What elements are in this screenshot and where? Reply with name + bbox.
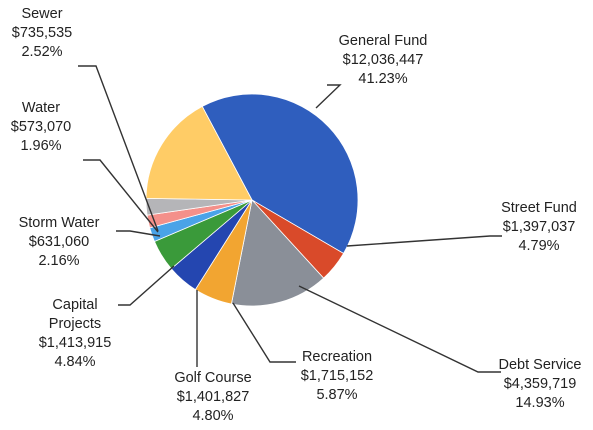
label-capital-projects-percent: 4.84% xyxy=(54,354,96,370)
label-debt-service-name: Debt Service xyxy=(498,357,582,373)
pie-slice-general-fund xyxy=(201,93,359,254)
label-sewer-percent: 2.52% xyxy=(21,44,63,60)
pie-slice-unlabeled xyxy=(145,105,253,201)
leader-line-water xyxy=(83,159,159,233)
leader-line-sewer xyxy=(78,65,159,232)
leader-line-debt-service xyxy=(298,285,501,373)
label-recreation-percent: 5.87% xyxy=(316,387,358,403)
label-debt-service-amount: $4,359,719 xyxy=(503,376,577,392)
label-water-name: Water xyxy=(21,100,61,116)
label-street-fund-name: Street Fund xyxy=(501,200,577,216)
leader-lines xyxy=(78,65,502,373)
label-water: Water $573,070 1.96% xyxy=(0,99,82,156)
label-storm-water-percent: 2.16% xyxy=(38,253,80,269)
label-general-fund: General Fund $12,036,447 41.23% xyxy=(318,32,448,89)
label-recreation-amount: $1,715,152 xyxy=(300,368,374,384)
label-sewer-amount: $735,535 xyxy=(11,25,73,41)
label-water-amount: $573,070 xyxy=(10,119,72,135)
label-sewer: Sewer $735,535 2.52% xyxy=(2,5,82,62)
label-street-fund: Street Fund $1,397,037 4.79% xyxy=(487,199,591,256)
label-golf-course-percent: 4.80% xyxy=(192,408,234,424)
label-capital-projects: Capital Projects $1,413,915 4.84% xyxy=(16,296,134,372)
leader-line-capital-projects xyxy=(118,265,175,306)
label-golf-course-name: Golf Course xyxy=(174,370,252,386)
label-capital-projects-name2: Projects xyxy=(48,316,102,332)
label-general-fund-name: General Fund xyxy=(338,33,428,49)
label-street-fund-amount: $1,397,037 xyxy=(502,219,576,235)
label-sewer-name: Sewer xyxy=(21,6,63,22)
leader-line-storm-water xyxy=(116,230,161,237)
label-golf-course: Golf Course $1,401,827 4.80% xyxy=(154,369,272,426)
label-recreation: Recreation $1,715,152 5.87% xyxy=(282,348,392,405)
label-general-fund-percent: 41.23% xyxy=(358,71,408,87)
label-capital-projects-amount: $1,413,915 xyxy=(38,335,112,351)
label-capital-projects-name1: Capital xyxy=(52,297,98,313)
pie-slice-debt-service xyxy=(230,199,325,307)
label-golf-course-amount: $1,401,827 xyxy=(176,389,250,405)
label-street-fund-percent: 4.79% xyxy=(518,238,560,254)
pie-slices xyxy=(145,93,359,307)
label-general-fund-amount: $12,036,447 xyxy=(342,52,424,68)
leader-line-recreation xyxy=(232,302,296,363)
label-water-percent: 1.96% xyxy=(20,138,62,154)
label-recreation-name: Recreation xyxy=(301,349,373,365)
label-storm-water-name: Storm Water xyxy=(18,215,100,231)
label-storm-water-amount: $631,060 xyxy=(28,234,90,250)
label-storm-water: Storm Water $631,060 2.16% xyxy=(0,214,118,271)
leader-line-general-fund xyxy=(315,84,342,109)
label-debt-service: Debt Service $4,359,719 14.93% xyxy=(488,356,592,413)
leader-line-street-fund xyxy=(346,235,502,247)
label-debt-service-percent: 14.93% xyxy=(515,395,565,411)
